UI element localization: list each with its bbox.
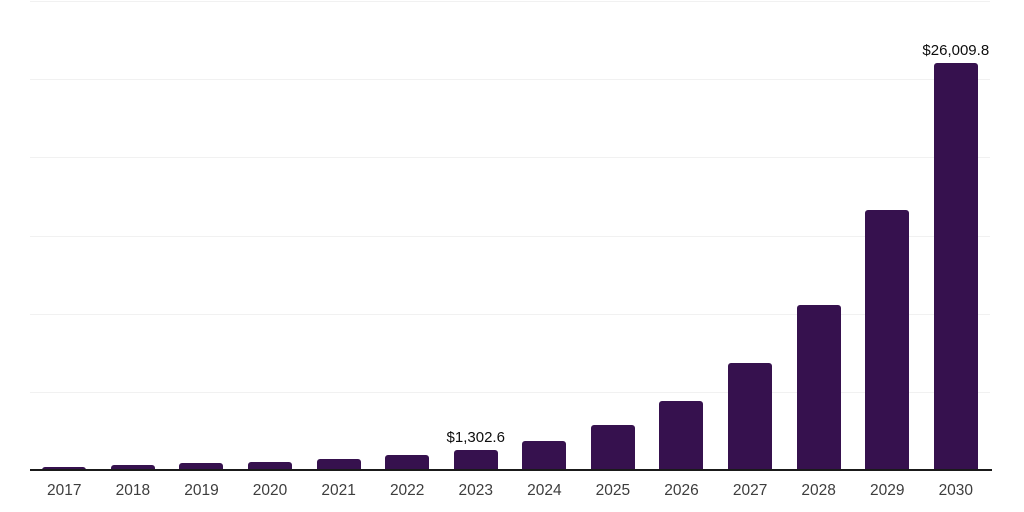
bar-slot-2026 — [647, 1, 716, 470]
bar-slot-2020 — [236, 1, 305, 470]
x-tick-2021: 2021 — [321, 482, 356, 499]
x-tick-2028: 2028 — [801, 482, 836, 499]
x-tick-2023: 2023 — [458, 482, 493, 499]
plot-area: $1,302.6 $26,009.8 — [30, 1, 990, 470]
bar-slot-2023: $1,302.6 — [441, 1, 510, 470]
x-tick-2020: 2020 — [252, 482, 288, 499]
gridline-30000 — [30, 1, 990, 2]
x-axis-line — [30, 469, 992, 471]
gridline-25000 — [30, 79, 990, 81]
bar-slot-2019 — [167, 1, 236, 470]
x-tick-2024: 2024 — [527, 482, 562, 499]
bar-2020 — [248, 461, 293, 470]
bar-slot-2018 — [99, 1, 168, 470]
bar-2021 — [316, 459, 361, 470]
bar-2022 — [385, 455, 430, 470]
bar-2030 — [933, 63, 978, 470]
bars-container: $1,302.6 $26,009.8 — [30, 1, 990, 470]
gridline-10000 — [30, 313, 990, 315]
bar-2028 — [796, 305, 841, 470]
x-tick-2030: 2030 — [938, 482, 974, 499]
bar-slot-2021 — [304, 1, 373, 470]
x-tick-2022: 2022 — [389, 482, 425, 499]
bar-2026 — [659, 401, 704, 470]
value-label-2030: $26,009.8 — [922, 42, 990, 60]
value-label-2023: $1,302.6 — [446, 428, 505, 446]
bar-slot-2025 — [579, 1, 648, 470]
bar-slot-2017 — [30, 1, 99, 470]
gridline-20000 — [30, 157, 990, 159]
bar-2018 — [110, 465, 155, 470]
x-tick-2017: 2017 — [47, 482, 82, 499]
bar-slot-2028 — [784, 1, 853, 470]
bar-2024 — [522, 440, 567, 470]
bar-2025 — [590, 425, 635, 470]
bar-2027 — [728, 362, 773, 470]
x-tick-2026: 2026 — [664, 482, 699, 499]
x-tick-2027: 2027 — [732, 482, 768, 499]
bar-slot-2027 — [716, 1, 785, 470]
x-tick-2019: 2019 — [184, 482, 219, 499]
x-tick-2025: 2025 — [595, 482, 631, 499]
bar-slot-2029 — [853, 1, 922, 470]
bar-2017 — [42, 466, 87, 470]
bar-slot-2022 — [373, 1, 442, 470]
x-tick-2018: 2018 — [115, 482, 151, 499]
x-tick-2029: 2029 — [869, 482, 905, 499]
x-axis-tick-labels: 2017 2018 2019 2020 2021 2022 2023 2024 2025 2026… — [30, 481, 990, 501]
bar-2029 — [865, 209, 910, 470]
bar-2023 — [453, 449, 498, 470]
bar-2019 — [179, 463, 224, 470]
bar-slot-2030: $26,009.8 — [922, 1, 991, 470]
bar-slot-2024 — [510, 1, 579, 470]
gridline-15000 — [30, 235, 990, 237]
gridline-5000 — [30, 391, 990, 393]
